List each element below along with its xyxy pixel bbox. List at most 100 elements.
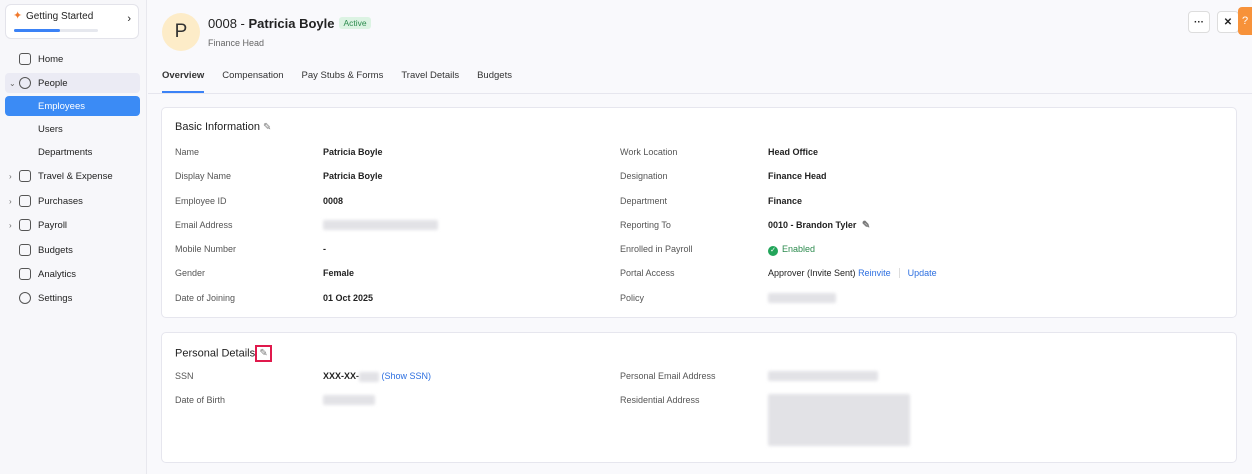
chevron-right-icon: › [9,171,12,181]
more-button[interactable]: ··· [1188,11,1210,33]
home-icon [19,53,31,65]
sidebar-item-settings[interactable]: Settings [5,288,140,308]
sidebar-item-users[interactable]: Users [5,119,140,139]
reporting-to-value: 0010 - Brandon Tyler ✎ [768,220,870,231]
tab-budgets[interactable]: Budgets [477,70,512,81]
field-value: Finance Head [768,171,827,181]
page-title: 0008 - Patricia Boyle Active [208,16,371,31]
field-value: Finance [768,196,803,206]
check-circle-icon: ✓ [768,246,778,256]
avatar: P [162,13,200,51]
field-label: Email Address [175,220,233,230]
chevron-right-icon: › [9,196,12,206]
bag-icon [19,195,31,207]
sidebar-item-analytics[interactable]: Analytics [5,264,140,284]
sidebar: ✦ Getting Started › Home ⌄ People Employe… [0,0,147,474]
update-link[interactable]: Update [907,268,937,278]
tab-compensation[interactable]: Compensation [222,70,284,81]
ssn-masked: XXX-XX- [323,371,360,381]
label: Users [38,123,63,135]
help-button[interactable]: ? [1238,7,1252,35]
getting-started-card[interactable]: ✦ Getting Started › [5,4,139,39]
field-value: 01 Oct 2025 [323,293,374,303]
field-label: Date of Joining [175,293,236,303]
edit-pencil-icon[interactable]: ✎ [861,220,871,231]
personal-email-label: Personal Email Address [620,371,716,381]
close-button[interactable]: ✕ [1217,11,1239,33]
tab-travel-details[interactable]: Travel Details [401,70,460,81]
field-value: Patricia Boyle [323,171,383,181]
chevron-right-icon: › [127,13,131,25]
sidebar-item-home[interactable]: Home [5,49,140,69]
user-icon [19,77,31,89]
label: Departments [38,146,93,158]
field-label: Policy [620,293,645,303]
sidebar-item-travel-expense[interactable]: › Travel & Expense [5,166,140,186]
field-value-redacted [768,292,836,303]
field-label: Reporting To [620,220,671,230]
label: Purchases [38,195,83,207]
payroll-status: ✓ Enabled [768,244,815,256]
field-value-redacted [323,219,438,230]
value-text: Approver (Invite Sent) [768,268,856,278]
label: Payroll [38,219,68,231]
progress-bar [14,29,98,32]
field-label: Employee ID [175,196,227,206]
employee-name: Patricia Boyle [248,16,335,31]
edit-pencil-icon[interactable]: ✎ [262,122,272,133]
main: P 0008 - Patricia Boyle Active Finance He… [148,0,1252,474]
field-label: Gender [175,268,206,278]
label: Travel & Expense [38,170,113,182]
personal-details-card: Personal Details ✎ SSN XXX-XX- (Show SSN)… [161,332,1237,463]
section-title: Personal Details ✎ [175,345,273,362]
dob-value [323,394,375,405]
sidebar-item-payroll[interactable]: › Payroll [5,215,140,235]
tab-pay-stubs-forms[interactable]: Pay Stubs & Forms [301,70,384,81]
sidebar-item-employees[interactable]: Employees [5,96,140,116]
employee-id: 0008 - [208,16,249,31]
designation: Finance Head [208,38,265,48]
label: Analytics [38,268,77,280]
tabs: Overview Compensation Pay Stubs & Forms … [162,70,512,93]
gear-icon [19,292,31,304]
label: Settings [38,292,73,304]
sidebar-item-departments[interactable]: Departments [5,142,140,162]
getting-started-label: Getting Started [26,11,94,22]
field-label: Mobile Number [175,244,237,254]
portal-access-value: Approver (Invite Sent) Reinvite Update [768,268,937,278]
label: People [38,77,68,89]
reinvite-link[interactable]: Reinvite [858,268,891,278]
status-badge: Active [339,17,371,29]
field-label: Department [620,196,668,206]
chart-icon [19,268,31,280]
field-label: Portal Access [620,268,675,278]
field-value: Female [323,268,355,278]
field-value: 0008 [323,196,344,206]
chevron-right-icon: › [9,220,12,230]
money-icon [19,219,31,231]
field-label: Enrolled in Payroll [620,244,693,254]
receipt-icon [19,170,31,182]
tab-overview[interactable]: Overview [162,70,205,93]
field-value: Head Office [768,147,819,157]
chevron-down-icon: ⌄ [9,78,16,88]
value-text: 0010 - Brandon Tyler [768,220,857,230]
sidebar-item-people[interactable]: ⌄ People [5,73,140,93]
personal-email-value [768,370,878,381]
field-value: Patricia Boyle [323,147,383,157]
sidebar-item-budgets[interactable]: Budgets [5,240,140,260]
label: Employees [38,100,85,112]
title-text: Basic Information [175,121,260,133]
ssn-label: SSN [175,371,194,381]
field-label: Name [175,147,200,157]
show-ssn-link[interactable]: (Show SSN) [381,371,432,381]
basic-information-card: Basic Information ✎ Name Patricia Boyle Dis… [161,107,1237,318]
address-value [768,394,910,446]
field-label: Work Location [620,147,678,157]
title-text: Personal Details [175,347,256,360]
sidebar-item-purchases[interactable]: › Purchases [5,191,140,211]
address-label: Residential Address [620,395,700,405]
label: Home [38,53,64,65]
edit-pencil-icon[interactable]: ✎ [255,345,273,362]
field-label: Designation [620,171,668,181]
